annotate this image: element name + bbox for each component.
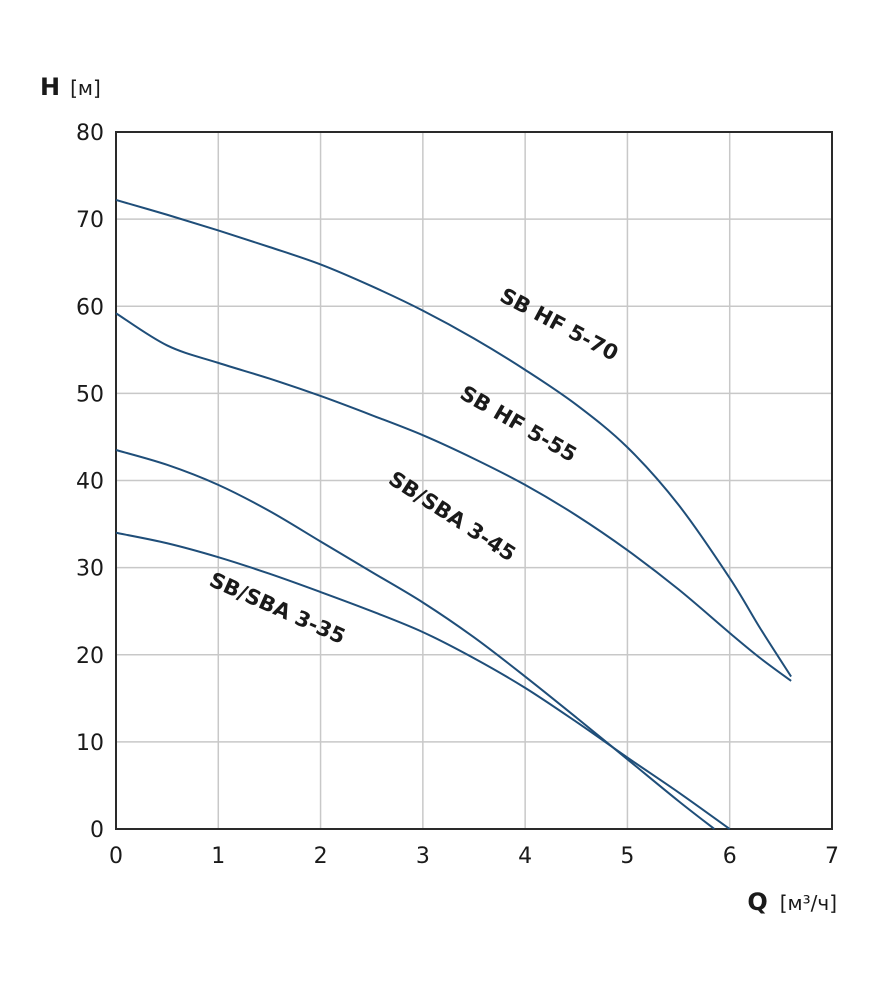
curve-sb-hf-5-70 <box>115 198 792 678</box>
y-tick-label: 70 <box>76 208 104 233</box>
plot-frame <box>115 131 833 830</box>
y-axis-unit: [м] <box>70 76 101 100</box>
x-axis-label: Q [м³/ч] <box>747 888 837 916</box>
curve-label-sb-sba-3-45: SB/SBA 3-45 <box>384 467 520 567</box>
x-tick-label: 4 <box>518 844 532 869</box>
y-tick-label: 40 <box>76 470 104 495</box>
x-tick-label: 1 <box>211 844 225 869</box>
curve-label-sb-sba-3-35: SB/SBA 3-35 <box>206 568 349 649</box>
curve-sb-hf-5-55 <box>115 312 792 682</box>
y-tick-label: 20 <box>76 644 104 669</box>
y-tick-label: 0 <box>90 818 104 843</box>
curves <box>115 198 792 830</box>
x-tick-label: 5 <box>620 844 634 869</box>
x-tick-label: 6 <box>723 844 737 869</box>
x-axis-symbol: Q <box>747 888 767 916</box>
x-axis-unit: [м³/ч] <box>780 891 837 915</box>
curve-sb-sba-3-35 <box>115 531 731 830</box>
x-tick-label: 0 <box>109 844 123 869</box>
y-axis-symbol: H <box>40 73 60 101</box>
x-tick-label: 3 <box>416 844 430 869</box>
y-tick-label: 60 <box>76 295 104 320</box>
y-axis-label: H [м] <box>40 73 101 101</box>
y-tick-label: 80 <box>76 121 104 146</box>
curve-sb-sba-3-45 <box>115 449 715 830</box>
x-tick-label: 2 <box>314 844 328 869</box>
y-tick-label: 50 <box>76 382 104 407</box>
grid <box>116 132 832 829</box>
x-tick-label: 7 <box>825 844 839 869</box>
curve-label-sb-hf-5-70: SB HF 5-70 <box>496 283 622 365</box>
y-tick-label: 30 <box>76 557 104 582</box>
y-tick-label: 10 <box>76 731 104 756</box>
